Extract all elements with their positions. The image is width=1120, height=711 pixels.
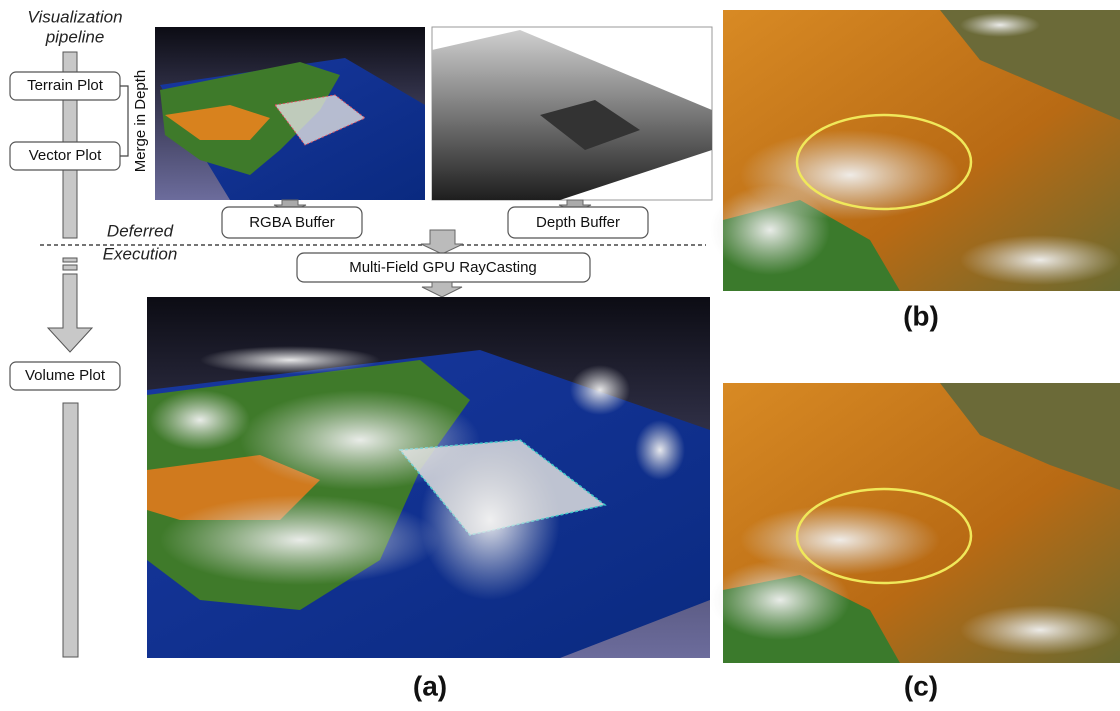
buffer-label: RGBA Buffer: [249, 214, 335, 231]
depth-image: [432, 27, 712, 200]
deferred-label: Execution: [103, 244, 178, 263]
merge-label: Merge in Depth: [132, 70, 149, 173]
pipeline-bar: [63, 403, 78, 657]
buffer-label: Depth Buffer: [536, 214, 620, 231]
stage-label: Terrain Plot: [27, 77, 104, 94]
closeup-b: [710, 10, 1120, 291]
pipeline-title: pipeline: [45, 27, 105, 46]
arrow: [422, 282, 462, 297]
panel-label: (c): [904, 670, 938, 701]
panel-label: (b): [903, 300, 939, 331]
pipeline-bar: [63, 265, 77, 270]
stage-label: Vector Plot: [29, 147, 102, 164]
volume-image: [147, 297, 710, 658]
stage-label: Volume Plot: [25, 367, 106, 384]
merge-bracket: [120, 86, 128, 156]
pipeline-title: Visualization: [27, 7, 122, 26]
pipeline-bar: [63, 258, 77, 262]
rgba-image: [155, 27, 425, 200]
pipeline-arrow: [48, 274, 92, 352]
raycasting-label: Multi-Field GPU RayCasting: [349, 259, 537, 276]
deferred-label: Deferred: [107, 221, 174, 240]
panel-label: (a): [413, 670, 447, 701]
closeup-c: [710, 383, 1120, 663]
figure: Visualization pipeline Terrain Plot Vect…: [0, 0, 1120, 706]
arrow: [421, 230, 463, 254]
